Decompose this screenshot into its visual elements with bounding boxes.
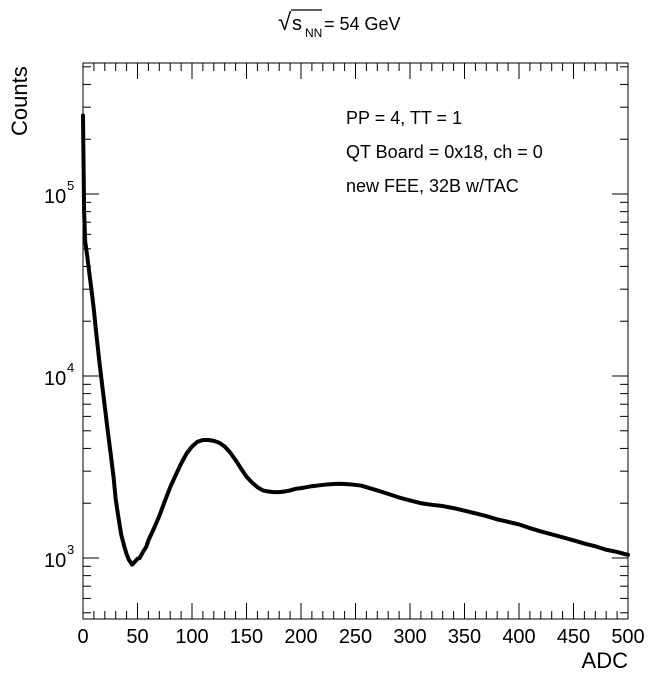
x-tick-label: 150 [230, 626, 263, 648]
x-tick-label: 200 [284, 626, 317, 648]
y-tick-label: 105 [44, 178, 74, 208]
y-tick-label: 103 [44, 542, 74, 572]
x-tick-label: 100 [175, 626, 208, 648]
annotations: PP = 4, TT = 1 QT Board = 0x18, ch = 0 n… [346, 108, 543, 196]
y-tick-label-exponent: 3 [67, 542, 74, 557]
y-tick-label: 104 [44, 360, 74, 390]
x-tick-label: 50 [126, 626, 148, 648]
chart-title: √ s NN = 54 GeV [278, 9, 401, 40]
series-line-adc-counts [81, 113, 630, 567]
annotation-2: QT Board = 0x18, ch = 0 [346, 142, 543, 162]
title-sqrt-symbol: √ [278, 9, 292, 36]
x-tick-label: 500 [611, 626, 644, 648]
x-tick-label: 300 [393, 626, 426, 648]
x-axis-ticks [82, 63, 629, 619]
title-radicand-sub: NN [305, 26, 322, 40]
annotation-1: PP = 4, TT = 1 [346, 108, 462, 128]
title-rest: = 54 GeV [324, 14, 401, 34]
y-tick-label-exponent: 4 [67, 360, 74, 375]
y-tick-label-exponent: 5 [67, 178, 74, 193]
x-tick-label: 0 [77, 626, 88, 648]
x-tick-label: 400 [502, 626, 535, 648]
title-radicand: s [292, 13, 302, 35]
x-axis-title: ADC [582, 648, 629, 673]
y-tick-label-base: 10 [44, 368, 66, 390]
x-tick-label: 450 [557, 626, 590, 648]
x-tick-label: 350 [448, 626, 481, 648]
y-axis-title: Counts [7, 66, 32, 136]
y-tick-label-base: 10 [44, 550, 66, 572]
x-axis-tick-labels: 0 50 100 150 200 250 300 350 400 450 500 [77, 626, 644, 648]
y-tick-label-base: 10 [44, 186, 66, 208]
annotation-3: new FEE, 32B w/TAC [346, 176, 519, 196]
x-tick-label: 250 [339, 626, 372, 648]
